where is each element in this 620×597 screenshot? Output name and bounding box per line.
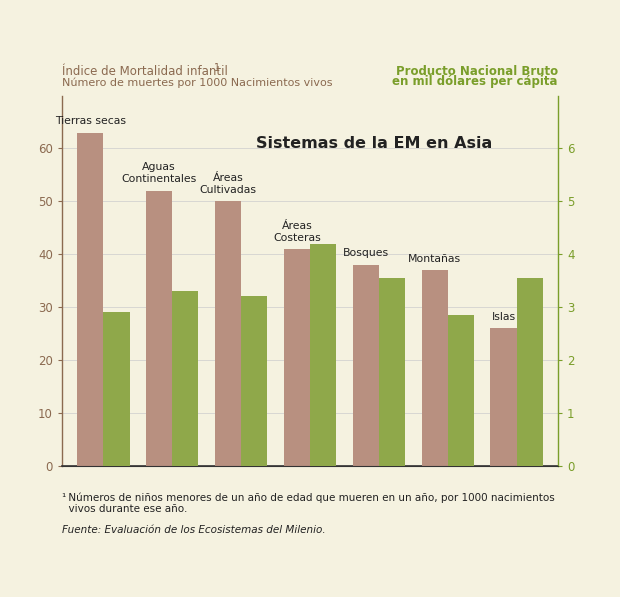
Text: Aguas
Continentales: Aguas Continentales [122,162,197,184]
Text: Montañas: Montañas [408,254,461,264]
Text: Islas: Islas [492,312,516,322]
Text: Bosques: Bosques [343,248,389,259]
Bar [490,328,516,466]
Text: ¹ Números de niños menores de un año de edad que mueren en un año, por 1000 naci: ¹ Números de niños menores de un año de … [62,493,555,503]
Bar [353,264,379,466]
Bar [448,315,474,466]
Text: Tierras secas: Tierras secas [55,116,126,126]
Text: Fuente: Evaluación de los Ecosistemas del Milenio.: Fuente: Evaluación de los Ecosistemas de… [62,525,326,536]
Text: Áreas
Costeras: Áreas Costeras [273,220,321,242]
Bar [215,201,241,466]
Text: 1: 1 [214,63,220,73]
Text: Número de muertes por 1000 Nacimientos vivos: Número de muertes por 1000 Nacimientos v… [62,78,332,88]
Bar [146,190,172,466]
Text: vivos durante ese año.: vivos durante ese año. [62,504,187,515]
Bar [284,249,310,466]
Text: Índice de Mortalidad infantil: Índice de Mortalidad infantil [62,64,228,78]
Bar [516,278,543,466]
Bar [422,270,448,466]
Bar [104,312,130,466]
Text: Áreas
Cultivadas: Áreas Cultivadas [200,173,257,195]
Bar [172,291,198,466]
Bar [379,278,405,466]
Bar [241,297,267,466]
Bar [310,244,336,466]
Bar [77,133,104,466]
Text: Producto Nacional Bruto: Producto Nacional Bruto [396,64,558,78]
Text: en mil dólares per cápita: en mil dólares per cápita [392,75,558,88]
Text: Sistemas de la EM en Asia: Sistemas de la EM en Asia [256,136,493,151]
